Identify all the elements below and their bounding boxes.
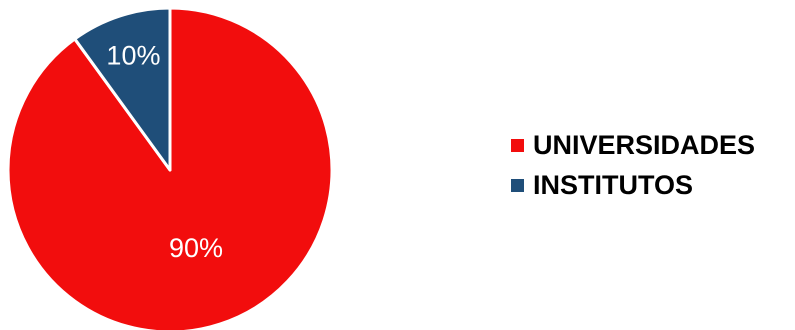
pie-slice-institutos bbox=[73, 6, 172, 172]
legend-swatch-universidades bbox=[511, 138, 524, 152]
data-label-institutos: 10% bbox=[106, 41, 160, 71]
legend-item-institutos: INSTITUTOS bbox=[511, 165, 755, 205]
legend-label-institutos: INSTITUTOS bbox=[533, 169, 694, 200]
pie-slices bbox=[6, 6, 334, 330]
pie-data-labels: 90% 10% bbox=[106, 41, 223, 264]
legend-swatch-institutos bbox=[511, 178, 524, 192]
legend-item-universidades: UNIVERSIDADES bbox=[511, 125, 755, 165]
data-label-universidades: 90% bbox=[169, 233, 223, 263]
chart-legend: UNIVERSIDADES INSTITUTOS bbox=[511, 125, 755, 205]
legend-label-universidades: UNIVERSIDADES bbox=[533, 129, 756, 160]
